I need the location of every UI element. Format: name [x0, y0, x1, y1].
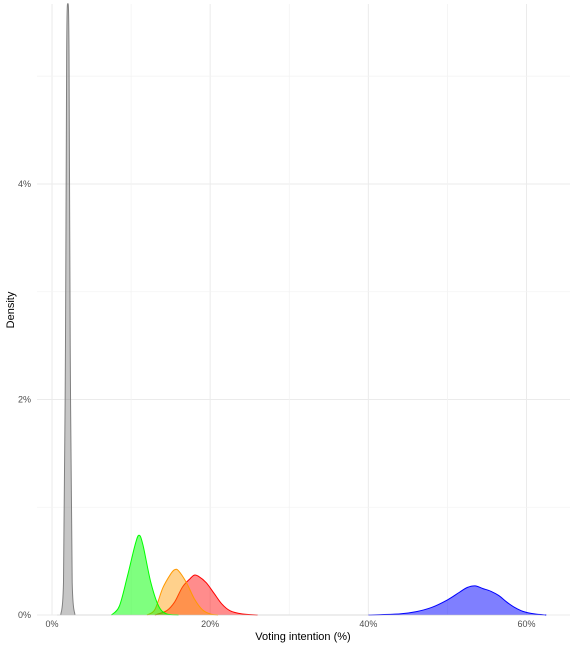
x-axis-title: Voting intention (%) [255, 631, 350, 643]
density-area-fill [60, 3, 75, 616]
y-axis-ticks: 0% 2% 4% [18, 179, 31, 620]
density-areas [57, 3, 547, 616]
x-axis-ticks: 0% 20% 40% 60% [46, 619, 536, 629]
x-tick-label: 20% [201, 619, 219, 629]
x-tick-label: 0% [46, 619, 59, 629]
density-area-outline [60, 3, 76, 616]
density-area-outline [368, 585, 547, 616]
y-axis-title: Density [5, 291, 17, 328]
y-tick-label: 0% [18, 610, 31, 620]
density-area-fill [111, 535, 179, 615]
y-tick-label: 4% [18, 179, 31, 189]
density-area-outline [110, 534, 179, 616]
y-tick-label: 2% [18, 394, 31, 404]
density-area-fill [368, 585, 547, 615]
density-area-fill [146, 569, 219, 615]
density-area-outline [146, 568, 219, 616]
x-tick-label: 60% [517, 619, 535, 629]
grid-lines [37, 4, 570, 616]
density-area-outline [154, 574, 258, 616]
x-tick-label: 40% [359, 619, 377, 629]
density-area-fill [154, 574, 258, 615]
